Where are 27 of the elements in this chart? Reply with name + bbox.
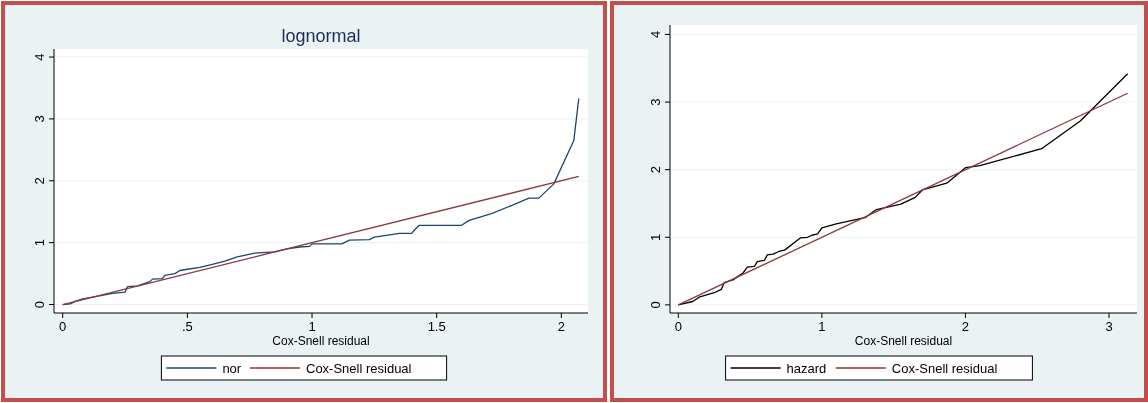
y-tick-label: 0 — [648, 301, 663, 309]
legend-label: Cox-Snell residual — [891, 361, 998, 376]
x-tick-label: 1 — [308, 319, 316, 334]
y-tick-label: 2 — [32, 177, 47, 185]
x-tick-label: 0 — [59, 319, 67, 334]
x-axis-title: Cox-Snell residual — [272, 334, 370, 348]
y-tick-label: 3 — [32, 115, 47, 123]
x-tick-label: 0 — [674, 319, 682, 334]
y-tick-label: 0 — [32, 300, 47, 309]
legend-label: nor — [222, 361, 242, 376]
x-axis-title: Cox-Snell residual — [854, 334, 953, 348]
y-tick-label: 4 — [32, 53, 47, 61]
y-tick-label: 1 — [648, 233, 663, 241]
y-tick-label: 2 — [648, 166, 663, 174]
x-tick-label: 3 — [1105, 319, 1113, 334]
x-tick-label: .5 — [181, 319, 193, 334]
y-tick-label: 1 — [32, 239, 47, 247]
chart-title: lognormal — [281, 26, 361, 46]
legend-label: hazard — [786, 361, 827, 376]
x-tick-label: 2 — [961, 319, 970, 334]
x-tick-label: 2 — [557, 319, 565, 334]
x-tick-label: 1.5 — [427, 319, 446, 334]
line-series — [62, 97, 580, 306]
legend-label: Cox-Snell residual — [306, 361, 412, 376]
y-tick-label: 4 — [648, 30, 663, 39]
x-tick-label: 1 — [818, 319, 826, 334]
y-tick-label: 3 — [648, 98, 663, 106]
